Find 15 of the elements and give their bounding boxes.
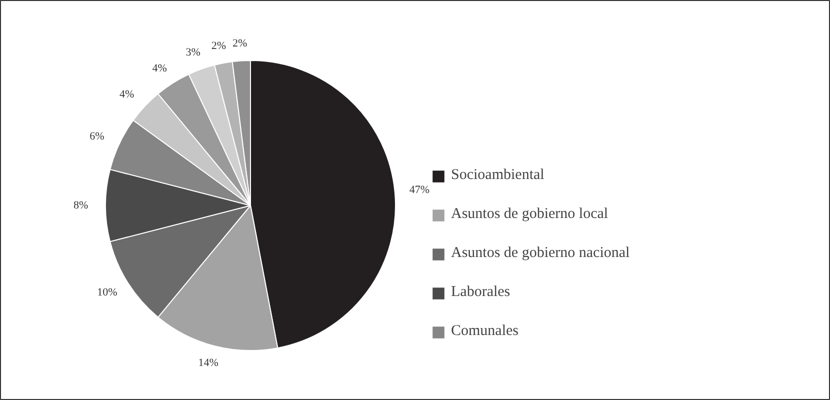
data-label: 3% <box>186 46 200 59</box>
data-label: 8% <box>74 200 88 212</box>
data-label: 47% <box>409 184 430 196</box>
data-label: 2% <box>211 40 226 52</box>
data-label: 4% <box>152 62 167 74</box>
legend-label: Asuntos de gobierno nacional <box>451 245 630 262</box>
data-label: 2% <box>232 37 248 50</box>
legend-label: Socioambiental <box>451 167 544 184</box>
data-label: 4% <box>120 88 134 100</box>
legend-label: Laborales <box>451 284 510 301</box>
data-label: 14% <box>198 356 218 369</box>
legend-label: Comunales <box>451 323 518 340</box>
data-label: 10% <box>97 286 118 299</box>
legend-label: Asuntos de gobierno local <box>451 206 608 223</box>
data-label: 6% <box>90 130 104 142</box>
